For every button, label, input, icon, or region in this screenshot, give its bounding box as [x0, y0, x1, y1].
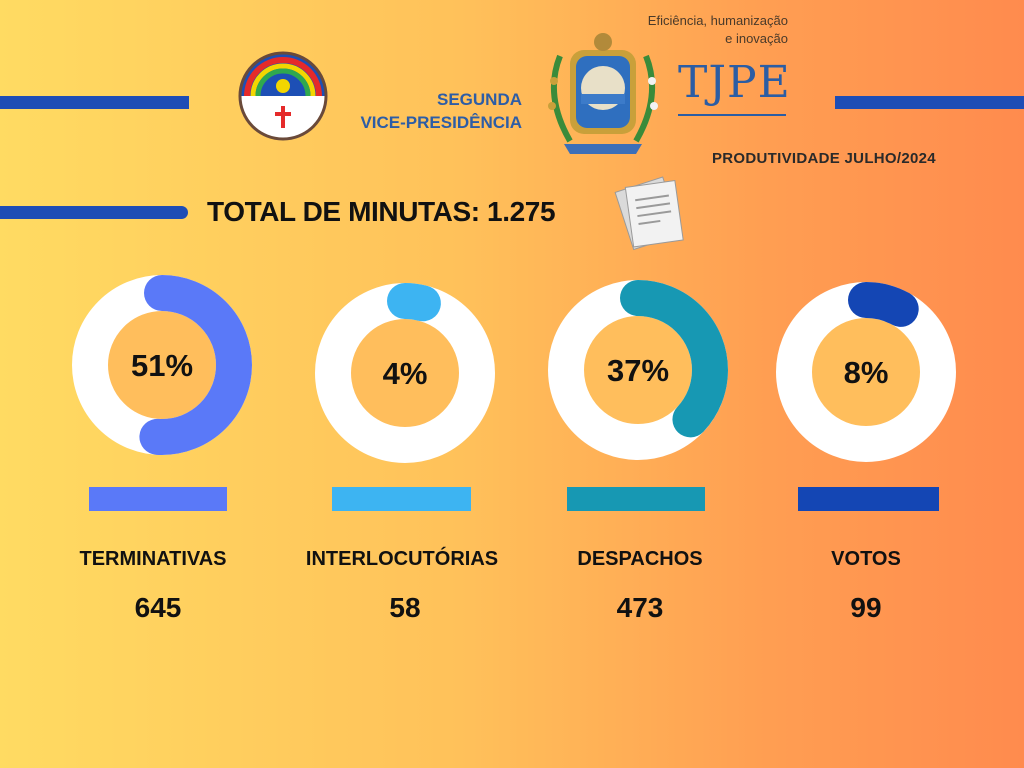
donut-votos: 8%	[776, 282, 956, 462]
category-label-interlocutorias: INTERLOCUTÓRIAS	[305, 548, 499, 570]
donut-segment-interlocutorias	[315, 283, 495, 463]
legend-bar-interlocutorias	[332, 487, 471, 511]
category-label-votos: VOTOS	[831, 548, 901, 570]
donut-segment-terminativas	[72, 275, 252, 455]
vice-presidency-line-1: SEGUNDA	[436, 90, 522, 109]
header-rule-left	[0, 96, 189, 109]
pernambuco-flag-icon	[238, 51, 328, 141]
header-rule-right	[835, 96, 1024, 109]
tjpe-logo: TJPE	[678, 57, 791, 108]
percent-label-votos: 8%	[844, 355, 889, 390]
legend-bar-terminativas	[89, 487, 227, 511]
donut-terminativas: 51%	[72, 275, 252, 455]
value-terminativas: 645	[134, 592, 182, 623]
category-label-terminativas: TERMINATIVAS	[79, 548, 227, 570]
total-minutes: TOTAL DE MINUTAS: 1.275	[207, 196, 556, 227]
slogan-line-2: e inovação	[725, 31, 788, 46]
donut-interlocutorias: 4%	[315, 283, 495, 463]
vice-presidency-line-2: VICE-PRESIDÊNCIA	[360, 113, 522, 132]
donut-segment-despachos	[548, 280, 728, 460]
period-title: PRODUTIVIDADE JULHO/2024	[712, 150, 936, 167]
value-despachos: 473	[616, 592, 664, 623]
percent-label-interlocutorias: 4%	[383, 356, 428, 391]
vice-presidency-title: SEGUNDA VICE-PRESIDÊNCIA	[330, 88, 522, 134]
value-interlocutorias: 58	[389, 592, 421, 623]
tjpe-crest-icon	[548, 33, 658, 154]
percent-label-despachos: 37%	[607, 353, 669, 388]
percent-label-terminativas: 51%	[131, 348, 193, 383]
category-label-despachos: DESPACHOS	[577, 548, 703, 570]
tjpe-logo-underline	[678, 114, 786, 116]
value-votos: 99	[850, 592, 882, 623]
legend-bar-despachos	[567, 487, 705, 511]
slogan-line-1: Eficiência, humanização	[647, 13, 788, 28]
slogan: Eficiência, humanização e inovação	[600, 12, 788, 48]
donut-segment-votos	[776, 282, 956, 462]
donut-despachos: 37%	[548, 280, 728, 460]
legend-bar-votos	[798, 487, 939, 511]
total-rule-left	[0, 206, 188, 219]
documents-icon	[614, 176, 684, 251]
